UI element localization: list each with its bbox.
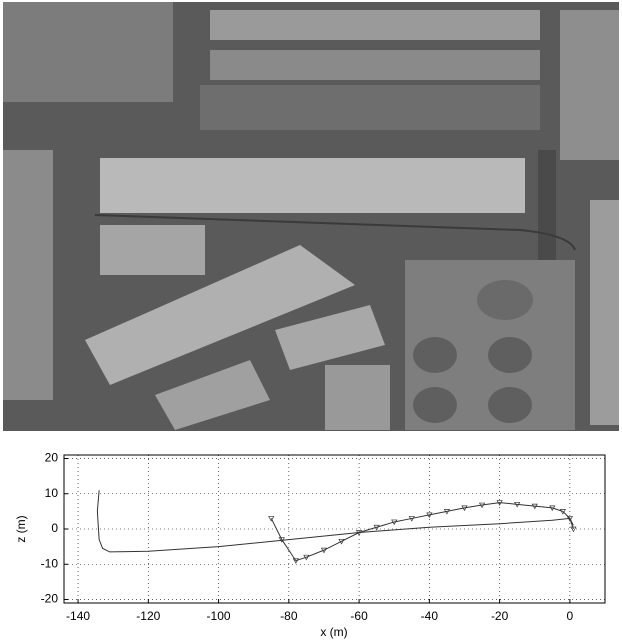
x-tick-label: -20 <box>491 609 509 623</box>
x-tick-label: -40 <box>421 609 439 623</box>
x-tick-label: -140 <box>66 609 90 623</box>
x-tick-label: -100 <box>207 609 231 623</box>
y-tick-label: 20 <box>45 451 59 465</box>
y-axis-label: z (m) <box>14 515 28 542</box>
aerial-photo <box>3 2 619 431</box>
x-tick-label: 0 <box>567 609 574 623</box>
y-tick-label: 10 <box>45 486 59 500</box>
x-tick-label: -120 <box>136 609 160 623</box>
plot-frame <box>64 455 605 603</box>
trajectory-line <box>97 490 573 552</box>
x-axis-label: x (m) <box>320 625 347 639</box>
y-tick-label: -10 <box>41 556 59 570</box>
x-tick-label: -80 <box>280 609 298 623</box>
y-tick-label: 0 <box>51 521 58 535</box>
trajectory-line <box>271 503 573 561</box>
y-tick-label: -20 <box>41 592 59 606</box>
figure: x (m) z (m) -140-120-100-80-60-40-200-20… <box>0 0 622 644</box>
x-tick-label: -60 <box>350 609 368 623</box>
